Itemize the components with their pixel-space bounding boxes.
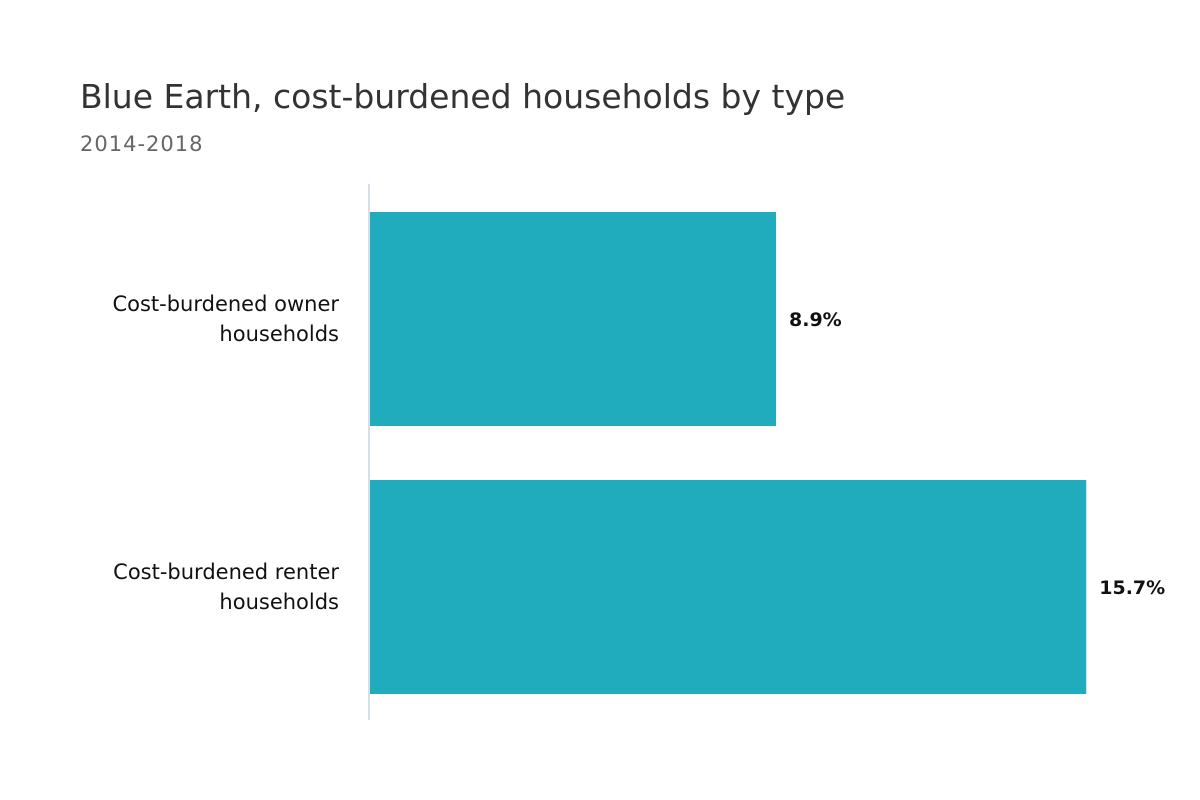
plot-area: 8.9% Cost-burdened owner households 15.7% Co… [112,184,1165,720]
category-label-0-line-0: Cost-burdened owner [112,292,339,316]
chart-subtitle: 2014-2018 [80,132,203,156]
category-label-1-line-1: households [219,590,339,614]
data-label-1: 15.7% [1099,577,1165,599]
category-label-1-line-0: Cost-burdened renter [113,560,339,584]
bar-1[interactable] [370,480,1087,694]
chart-title: Blue Earth, cost-burdened households by … [80,77,845,116]
bar-0[interactable] [370,212,777,426]
data-label-0: 8.9% [789,309,842,331]
category-label-0-line-1: households [219,322,339,346]
